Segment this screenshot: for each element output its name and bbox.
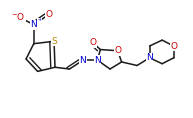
Text: N: N — [94, 56, 101, 65]
Text: O: O — [170, 42, 177, 51]
Text: O: O — [89, 38, 96, 47]
Text: N: N — [146, 53, 153, 62]
Text: $\mathregular{^{+}}$: $\mathregular{^{+}}$ — [37, 18, 42, 24]
Text: N: N — [30, 20, 37, 29]
Text: O: O — [46, 10, 53, 19]
Text: $\mathregular{^{-}}$O: $\mathregular{^{-}}$O — [11, 11, 25, 22]
Text: N: N — [80, 56, 86, 65]
Text: S: S — [51, 37, 57, 46]
Text: O: O — [114, 46, 121, 55]
